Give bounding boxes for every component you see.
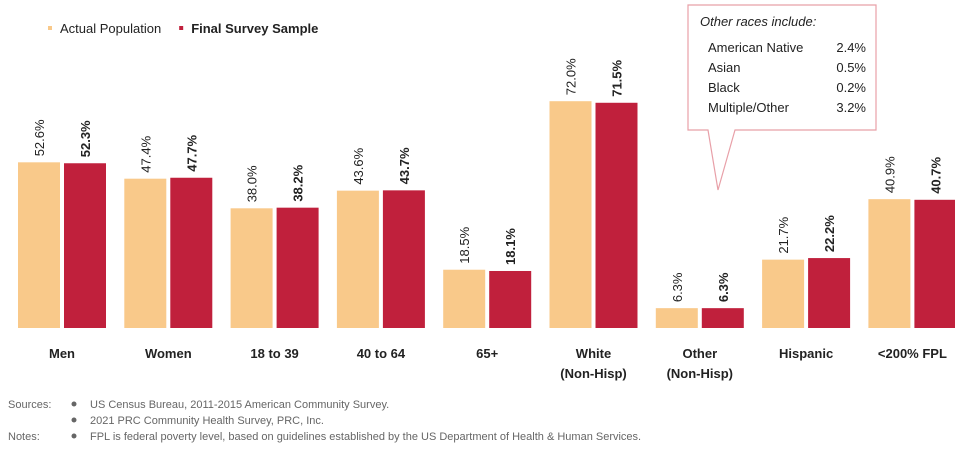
legend-label: Actual Population — [60, 21, 161, 36]
footer-text: US Census Bureau, 2011-2015 American Com… — [90, 399, 389, 411]
category-label: White — [576, 346, 611, 361]
category-label: <200% FPL — [878, 346, 947, 361]
category-label: (Non-Hisp) — [560, 366, 626, 381]
value-label: 38.2% — [291, 164, 306, 201]
legend-marker — [48, 26, 52, 30]
bar — [655, 308, 698, 328]
value-label: 18.1% — [503, 228, 518, 265]
bar — [336, 190, 379, 328]
value-label: 40.7% — [928, 156, 943, 193]
value-label: 43.6% — [351, 147, 366, 184]
value-label: 18.5% — [457, 226, 472, 263]
bar — [170, 177, 213, 328]
callout-value: 2.4% — [836, 40, 866, 55]
category-label: Hispanic — [779, 346, 833, 361]
bar — [762, 259, 805, 328]
value-label: 6.3% — [716, 272, 731, 302]
value-label: 21.7% — [776, 216, 791, 253]
value-label: 22.2% — [822, 215, 837, 252]
callout-box — [687, 4, 877, 191]
category-label: (Non-Hisp) — [667, 366, 733, 381]
value-label: 6.3% — [670, 272, 685, 302]
value-label: 47.7% — [184, 134, 199, 171]
bullet — [71, 417, 77, 423]
bar — [230, 208, 273, 328]
value-label: 52.6% — [32, 119, 47, 156]
bar — [914, 199, 955, 328]
bullet — [71, 401, 77, 407]
bar — [382, 190, 425, 328]
bar — [808, 258, 851, 328]
bar — [489, 270, 532, 328]
bar — [124, 178, 167, 328]
callout-value: 3.2% — [836, 100, 866, 115]
bar — [549, 101, 592, 328]
category-label: 40 to 64 — [357, 346, 406, 361]
bar — [443, 269, 486, 328]
callout-value: 0.5% — [836, 60, 866, 75]
value-label: 43.7% — [397, 147, 412, 184]
callout-name: Black — [708, 80, 740, 95]
callout-name: Multiple/Other — [708, 100, 790, 115]
value-label: 40.9% — [882, 156, 897, 193]
bar — [64, 163, 106, 328]
legend-marker — [179, 26, 184, 30]
footer-text: FPL is federal poverty level, based on g… — [90, 431, 641, 443]
bullet — [71, 433, 77, 439]
category-label: Men — [49, 346, 75, 361]
callout-title: Other races include: — [700, 14, 817, 29]
footer-label: Sources: — [8, 399, 51, 411]
value-label: 38.0% — [245, 165, 260, 202]
bar — [18, 162, 60, 328]
callout-value: 0.2% — [836, 80, 866, 95]
value-label: 47.4% — [138, 135, 153, 172]
category-label: Other — [682, 346, 717, 361]
bar — [276, 207, 319, 328]
category-label: 65+ — [476, 346, 498, 361]
callout: Other races include: American Native 2.4% A… — [687, 4, 877, 191]
category-label: Women — [145, 346, 192, 361]
bar — [868, 199, 911, 328]
callout-name: American Native — [708, 40, 803, 55]
value-label: 72.0% — [564, 58, 579, 95]
footer-text: 2021 PRC Community Health Survey, PRC, I… — [90, 415, 324, 427]
bar — [595, 102, 638, 329]
legend-label: Final Survey Sample — [191, 21, 318, 36]
bar — [701, 308, 744, 328]
category-label: 18 to 39 — [250, 346, 298, 361]
value-label: 52.3% — [78, 120, 93, 157]
callout-name: Asian — [708, 60, 741, 75]
value-label: 71.5% — [610, 59, 625, 96]
footer-label: Notes: — [8, 431, 40, 443]
